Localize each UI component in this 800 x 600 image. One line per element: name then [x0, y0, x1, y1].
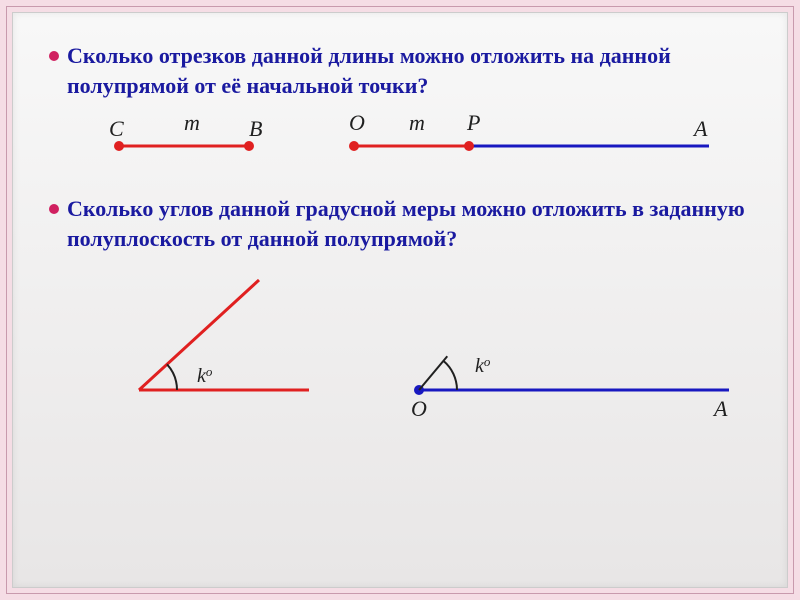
svg-text:B: B	[249, 116, 262, 141]
question-2-block: Сколько углов данной градусной меры можн…	[49, 194, 751, 253]
svg-text:ko: ko	[475, 354, 491, 377]
svg-text:m: m	[409, 110, 425, 135]
bullet-icon	[49, 51, 59, 61]
svg-text:ko: ko	[197, 364, 213, 387]
bullet-icon	[49, 204, 59, 214]
diagram-1: C Bm O P Am	[49, 106, 751, 186]
svg-text:P: P	[466, 110, 480, 135]
svg-text:O: O	[349, 110, 365, 135]
svg-text:m: m	[184, 110, 200, 135]
svg-text:A: A	[712, 396, 728, 421]
outer-frame: Сколько отрезков данной длины можно отло…	[6, 6, 794, 594]
question-1-block: Сколько отрезков данной длины можно отло…	[49, 41, 751, 100]
question-1-text: Сколько отрезков данной длины можно отло…	[67, 41, 751, 100]
slide-card: Сколько отрезков данной длины можно отло…	[12, 12, 788, 588]
svg-text:C: C	[109, 116, 124, 141]
question-2-text: Сколько углов данной градусной меры можн…	[67, 194, 751, 253]
svg-text:O: O	[411, 396, 427, 421]
diagram-1-svg: C Bm O P Am	[49, 106, 769, 186]
diagram-2-svg: ko O Ako	[49, 260, 769, 440]
diagram-2: ko O Ako	[49, 260, 751, 440]
svg-text:A: A	[692, 116, 708, 141]
